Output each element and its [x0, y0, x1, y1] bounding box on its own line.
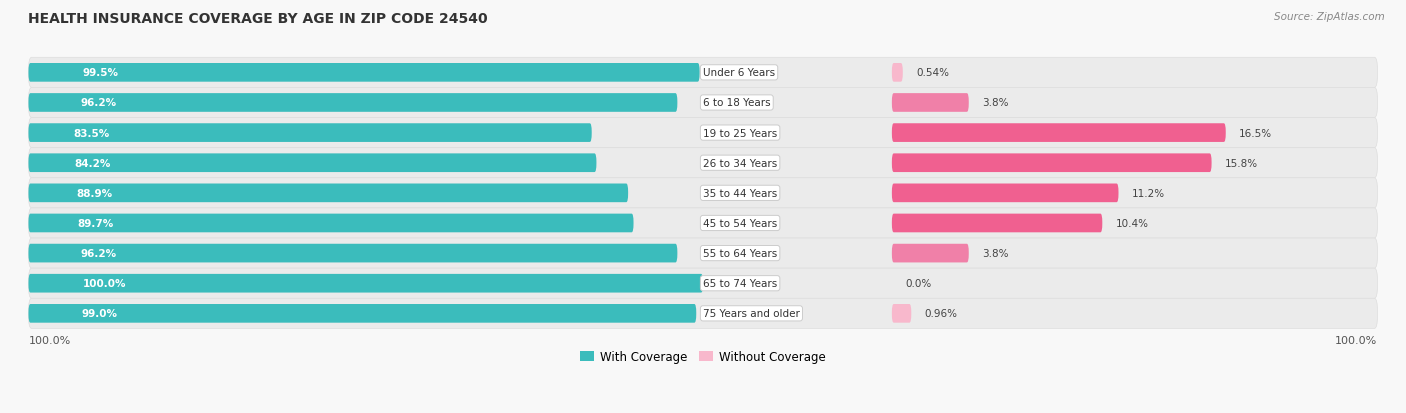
Text: 96.2%: 96.2% — [80, 98, 117, 108]
Text: 89.7%: 89.7% — [77, 218, 112, 228]
Text: 6 to 18 Years: 6 to 18 Years — [703, 98, 770, 108]
Text: 65 to 74 Years: 65 to 74 Years — [703, 278, 778, 289]
Text: 3.8%: 3.8% — [983, 98, 1008, 108]
FancyBboxPatch shape — [28, 58, 1378, 88]
Text: 83.5%: 83.5% — [73, 128, 110, 138]
Text: 0.96%: 0.96% — [925, 309, 957, 318]
FancyBboxPatch shape — [28, 124, 592, 142]
FancyBboxPatch shape — [28, 148, 1378, 178]
Text: 100.0%: 100.0% — [83, 278, 127, 289]
Text: 84.2%: 84.2% — [75, 158, 110, 169]
Text: 10.4%: 10.4% — [1116, 218, 1149, 228]
Text: 75 Years and older: 75 Years and older — [703, 309, 800, 318]
FancyBboxPatch shape — [891, 94, 969, 112]
FancyBboxPatch shape — [28, 88, 1378, 118]
Text: 55 to 64 Years: 55 to 64 Years — [703, 249, 778, 259]
FancyBboxPatch shape — [28, 244, 678, 263]
FancyBboxPatch shape — [28, 94, 678, 112]
Text: 0.0%: 0.0% — [905, 278, 932, 289]
Text: 45 to 54 Years: 45 to 54 Years — [703, 218, 778, 228]
FancyBboxPatch shape — [891, 214, 1102, 233]
Text: Source: ZipAtlas.com: Source: ZipAtlas.com — [1274, 12, 1385, 22]
FancyBboxPatch shape — [28, 154, 596, 173]
FancyBboxPatch shape — [28, 274, 703, 293]
Text: 26 to 34 Years: 26 to 34 Years — [703, 158, 778, 169]
Text: 99.5%: 99.5% — [82, 68, 118, 78]
FancyBboxPatch shape — [891, 304, 911, 323]
FancyBboxPatch shape — [28, 118, 1378, 148]
FancyBboxPatch shape — [28, 184, 628, 203]
Text: 35 to 44 Years: 35 to 44 Years — [703, 188, 778, 198]
Legend: With Coverage, Without Coverage: With Coverage, Without Coverage — [575, 346, 831, 368]
FancyBboxPatch shape — [891, 184, 1119, 203]
FancyBboxPatch shape — [28, 178, 1378, 209]
Text: 11.2%: 11.2% — [1132, 188, 1166, 198]
FancyBboxPatch shape — [28, 268, 1378, 299]
Text: 19 to 25 Years: 19 to 25 Years — [703, 128, 778, 138]
Text: 96.2%: 96.2% — [80, 249, 117, 259]
FancyBboxPatch shape — [28, 238, 1378, 268]
FancyBboxPatch shape — [891, 244, 969, 263]
Text: 0.54%: 0.54% — [917, 68, 949, 78]
Text: HEALTH INSURANCE COVERAGE BY AGE IN ZIP CODE 24540: HEALTH INSURANCE COVERAGE BY AGE IN ZIP … — [28, 12, 488, 26]
Text: 99.0%: 99.0% — [82, 309, 118, 318]
FancyBboxPatch shape — [891, 64, 903, 83]
FancyBboxPatch shape — [891, 124, 1226, 142]
FancyBboxPatch shape — [28, 214, 634, 233]
FancyBboxPatch shape — [28, 304, 696, 323]
Text: 100.0%: 100.0% — [1336, 335, 1378, 345]
FancyBboxPatch shape — [28, 64, 700, 83]
FancyBboxPatch shape — [28, 209, 1378, 238]
FancyBboxPatch shape — [28, 299, 1378, 329]
Text: Under 6 Years: Under 6 Years — [703, 68, 775, 78]
FancyBboxPatch shape — [891, 154, 1212, 173]
Text: 3.8%: 3.8% — [983, 249, 1008, 259]
Text: 100.0%: 100.0% — [28, 335, 70, 345]
Text: 88.9%: 88.9% — [76, 188, 112, 198]
Text: 15.8%: 15.8% — [1225, 158, 1258, 169]
Text: 16.5%: 16.5% — [1239, 128, 1272, 138]
